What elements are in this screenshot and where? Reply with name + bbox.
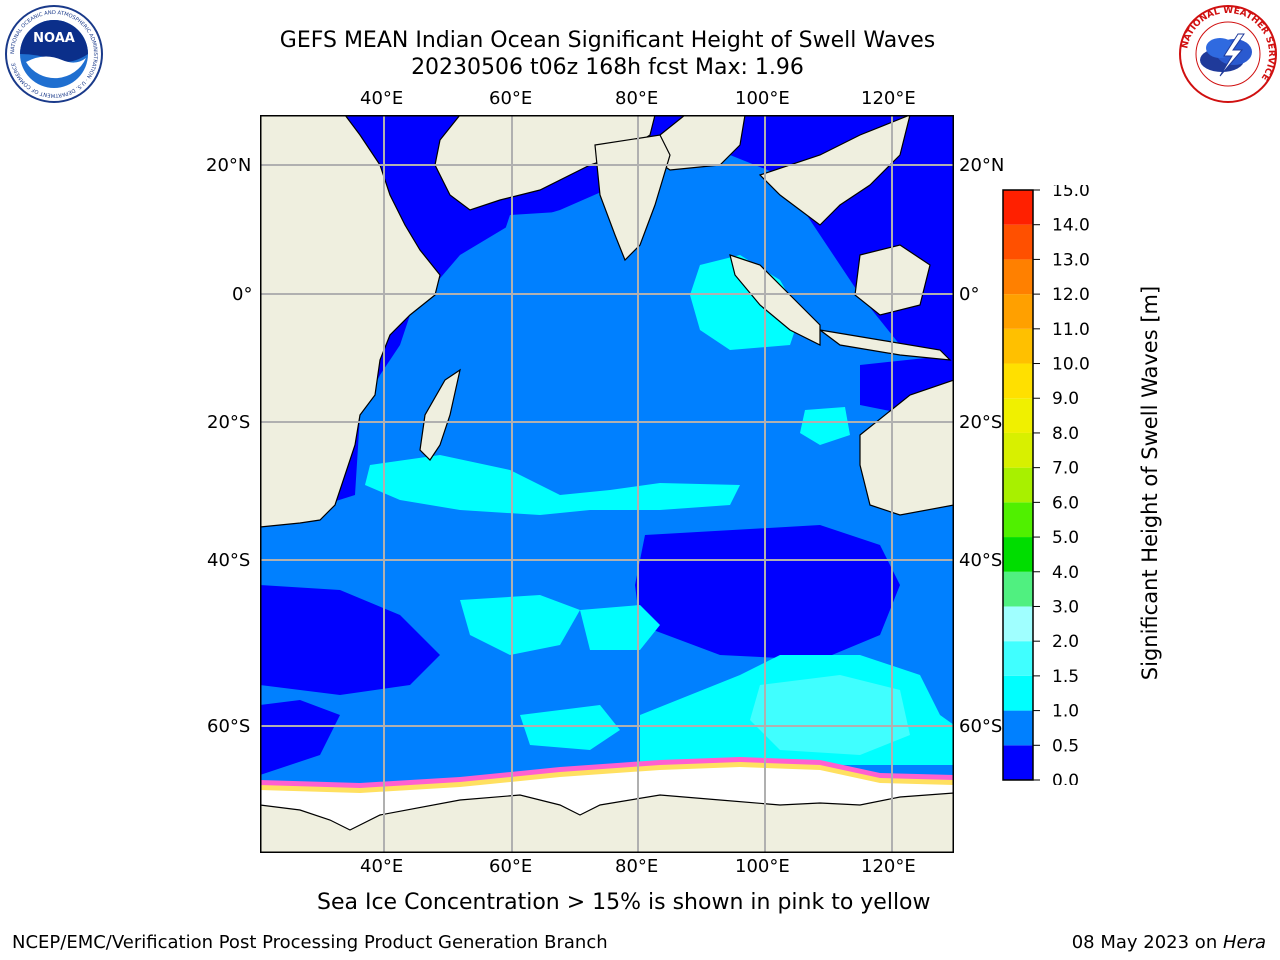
footer-left: NCEP/EMC/Verification Post Processing Pr… <box>12 932 608 953</box>
colorbar-label-wrap: Significant Height of Swell Waves [m] <box>1060 286 1240 680</box>
lon-label-bottom: 80°E <box>615 856 659 877</box>
colorbar-tick-label: 0.5 <box>1052 736 1079 756</box>
footer-right: 08 May 2023 on Hera <box>1072 932 1266 953</box>
colorbar-tick-label: 13.0 <box>1052 250 1090 270</box>
colorbar-tick-label: 8.0 <box>1052 424 1079 444</box>
swell-height-map <box>260 115 954 853</box>
colorbar-label: Significant Height of Swell Waves [m] <box>1138 285 1162 681</box>
lat-label-left: 20°S <box>207 412 251 433</box>
colorbar-swatch <box>1003 432 1033 468</box>
colorbar-tick-label: 1.0 <box>1052 702 1079 722</box>
colorbar-tick-label: 11.0 <box>1052 320 1090 340</box>
map-frame <box>260 115 954 853</box>
lon-label-bottom: 120°E <box>861 856 916 877</box>
colorbar-tick-label: 10.0 <box>1052 355 1090 375</box>
colorbar-swatch <box>1003 467 1033 503</box>
colorbar-swatch <box>1003 502 1033 538</box>
lat-label-left: 0° <box>232 284 253 305</box>
sea-ice-caption: Sea Ice Concentration > 15% is shown in … <box>317 890 931 915</box>
colorbar-swatch <box>1003 710 1033 746</box>
noaa-text: NOAA <box>33 31 75 46</box>
colorbar-tick-label: 2.0 <box>1052 632 1079 652</box>
lon-label-top: 120°E <box>861 88 916 109</box>
colorbar-tick-label: 14.0 <box>1052 216 1090 236</box>
lat-label-right: 60°S <box>959 716 1003 737</box>
chart-subtitle: 20230506 t06z 168h fcst Max: 1.96 <box>411 55 804 80</box>
colorbar-tick-label: 5.0 <box>1052 528 1079 548</box>
colorbar-tick-label: 1.5 <box>1052 667 1079 687</box>
lon-label-bottom: 100°E <box>735 856 790 877</box>
nws-logo: NATIONAL WEATHER SERVICE <box>1179 5 1277 103</box>
colorbar-swatch <box>1003 363 1033 399</box>
lat-label-right: 20°S <box>959 412 1003 433</box>
lon-label-top: 60°E <box>489 88 533 109</box>
noaa-logo: NOAA NATIONAL OCEANIC AND ATMOSPHERIC AD… <box>5 5 103 103</box>
colorbar-swatch <box>1003 571 1033 607</box>
colorbar-tick-label: 12.0 <box>1052 285 1090 305</box>
lon-label-top: 100°E <box>735 88 790 109</box>
colorbar-swatch <box>1003 675 1033 711</box>
footer-host: Hera <box>1222 932 1266 953</box>
colorbar-swatch <box>1003 537 1033 572</box>
colorbar-swatch <box>1003 190 1033 225</box>
swell-zone-high <box>750 675 910 755</box>
colorbar-tick-label: 0.0 <box>1052 771 1079 785</box>
colorbar-swatch <box>1003 259 1033 295</box>
colorbar-swatch <box>1003 606 1033 642</box>
footer-date: 08 May 2023 on <box>1071 932 1223 953</box>
colorbar: 0.0 0.5 1.0 1.5 2.0 3.0 4.0 5.0 6.0 7.0 8.0 9.0 10.0… <box>1002 185 1090 785</box>
colorbar-swatch <box>1003 224 1033 260</box>
colorbar-tick-label: 7.0 <box>1052 459 1079 479</box>
lon-label-bottom: 60°E <box>489 856 533 877</box>
land <box>260 115 954 853</box>
lat-label-right: 40°S <box>959 550 1003 571</box>
map-grid <box>260 115 954 853</box>
colorbar-tick-label: 6.0 <box>1052 493 1079 513</box>
colorbar-tick-label: 4.0 <box>1052 563 1079 583</box>
colorbar-tick-label: 9.0 <box>1052 389 1079 409</box>
lat-label-left: 60°S <box>207 716 251 737</box>
colorbar-swatch <box>1003 745 1033 780</box>
lon-label-top: 40°E <box>360 88 404 109</box>
colorbar-tick-label: 15.0 <box>1052 185 1090 201</box>
lat-label-left: 20°N <box>206 155 252 176</box>
chart-title: GEFS MEAN Indian Ocean Significant Heigh… <box>279 28 936 53</box>
colorbar-swatch <box>1003 294 1033 329</box>
colorbar-swatch <box>1003 398 1033 433</box>
lat-label-right: 20°N <box>959 155 1005 176</box>
colorbar-tick-label: 3.0 <box>1052 597 1079 617</box>
colorbar-swatch <box>1003 641 1033 676</box>
lat-label-left: 40°S <box>207 550 251 571</box>
lon-label-top: 80°E <box>615 88 659 109</box>
lat-label-right: 0° <box>959 284 980 305</box>
lon-label-bottom: 40°E <box>360 856 404 877</box>
colorbar-swatch <box>1003 328 1033 364</box>
